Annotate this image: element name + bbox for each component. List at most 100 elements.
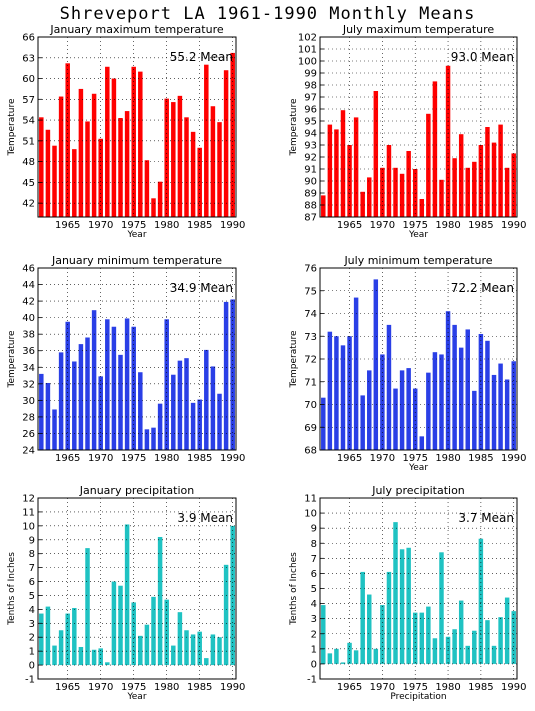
bar: [177, 360, 183, 450]
bar: [386, 571, 392, 664]
bar: [197, 147, 202, 217]
bar: [111, 78, 117, 217]
bar: [406, 547, 411, 664]
x-axis-label: Year: [126, 692, 146, 702]
bar: [151, 427, 156, 450]
x-tick-label: 1975: [121, 682, 146, 693]
y-tick-label: 94: [304, 129, 317, 140]
bar: [458, 347, 464, 451]
bar: [504, 379, 510, 450]
y-tick-label: 95: [304, 117, 317, 128]
y-axis-label: Tenths of Inches: [289, 552, 299, 626]
bar: [91, 649, 97, 666]
bar: [465, 329, 470, 450]
x-tick-label: 1990: [501, 682, 526, 693]
chart-title: July minimum temperature: [343, 254, 492, 267]
y-tick-label: -1: [25, 675, 35, 686]
bar: [393, 522, 398, 664]
bar: [340, 110, 346, 217]
y-tick-label: 6: [29, 577, 35, 588]
bar: [105, 662, 110, 666]
x-tick-label: 1990: [501, 453, 526, 464]
bar: [485, 620, 490, 664]
bar: [353, 297, 359, 450]
bar: [184, 358, 189, 450]
y-tick-label: 10: [22, 521, 35, 532]
bar: [334, 129, 339, 217]
bar: [498, 617, 503, 664]
bar: [340, 662, 346, 664]
bar: [118, 118, 123, 217]
y-tick-label: 73: [304, 332, 317, 343]
y-tick-label: 54: [22, 116, 35, 127]
y-tick-label: 89: [304, 189, 317, 200]
y-tick-label: 46: [22, 264, 35, 275]
y-tick-label: 0: [29, 661, 35, 672]
x-tick-label: 1985: [187, 453, 212, 464]
bar: [230, 52, 235, 217]
bar: [78, 88, 84, 217]
bar: [138, 71, 143, 218]
y-tick-label: 71: [304, 377, 317, 388]
bar: [131, 602, 136, 666]
bar: [111, 581, 117, 666]
bar: [190, 634, 196, 666]
bar: [432, 81, 438, 218]
x-tick-label: 1990: [220, 453, 245, 464]
x-tick-label: 1975: [121, 220, 146, 231]
chart-title: January minimum temperature: [51, 254, 222, 267]
bar: [367, 594, 372, 664]
bar: [144, 429, 150, 450]
bar: [72, 607, 77, 666]
x-axis-label: Year: [126, 230, 146, 240]
x-tick-label: 1970: [370, 220, 395, 231]
y-tick-label: 75: [304, 286, 317, 297]
bar: [321, 605, 326, 664]
y-tick-label: 44: [22, 280, 35, 291]
y-tick-label: 32: [22, 379, 35, 390]
y-tick-label: 90: [304, 177, 317, 188]
bar: [223, 564, 229, 666]
bar: [458, 134, 464, 217]
bar: [334, 336, 339, 450]
plot-frame: [37, 267, 237, 451]
bar: [511, 361, 516, 450]
y-tick-label: 98: [304, 81, 317, 92]
bar: [360, 395, 365, 450]
bar: [144, 160, 150, 217]
bar: [217, 393, 222, 450]
x-tick-label: 1990: [220, 220, 245, 231]
x-tick-label: 1985: [187, 682, 212, 693]
y-tick-label: 102: [298, 33, 317, 44]
x-tick-label: 1970: [370, 682, 395, 693]
y-tick-label: 57: [22, 95, 35, 106]
x-tick-label: 1965: [337, 682, 362, 693]
y-axis-label: Temperature: [7, 330, 17, 388]
bar: [124, 524, 130, 666]
bar: [91, 310, 97, 450]
bar: [171, 374, 176, 450]
bar: [426, 372, 431, 450]
bar: [380, 354, 385, 450]
x-tick-label: 1990: [501, 220, 526, 231]
mean-annotation: 93.0 Mean: [451, 50, 514, 64]
y-tick-label: 7: [29, 563, 35, 574]
bar: [223, 301, 229, 450]
bar: [406, 368, 411, 450]
y-tick-label: 69: [304, 423, 317, 434]
y-tick-label: 72: [304, 355, 317, 366]
y-tick-label: 97: [304, 93, 317, 104]
chart-panel: -1 0 1 2 3 4 5 6 7 8 9 10 11 1965 1970 1975 1980 1985 1990…: [289, 484, 526, 702]
chart-title: July maximum temperature: [342, 23, 495, 36]
bar: [498, 363, 503, 450]
y-tick-label: 24: [22, 446, 35, 457]
bar: [465, 167, 470, 217]
plot-frame: [37, 36, 237, 218]
bar: [190, 402, 196, 450]
bar: [367, 177, 372, 217]
y-tick-label: 4: [29, 605, 35, 616]
y-tick-label: 88: [304, 201, 317, 212]
bar: [190, 131, 196, 217]
bar: [380, 167, 385, 217]
